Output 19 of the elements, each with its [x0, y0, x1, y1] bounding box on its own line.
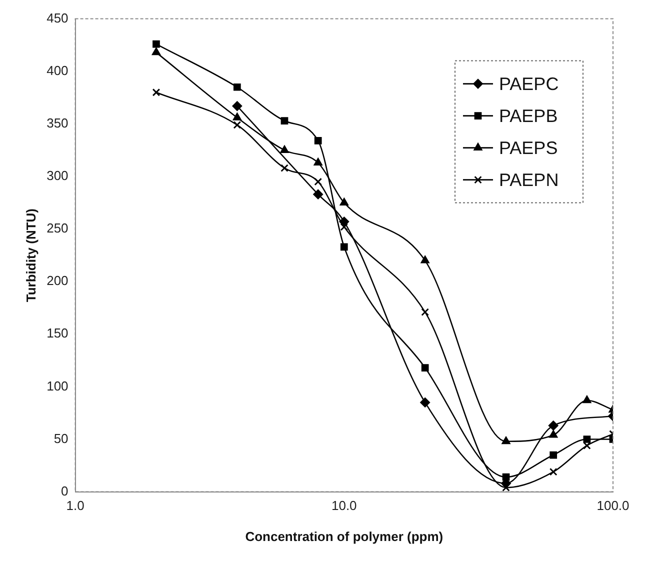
x-tick-label: 100.0: [596, 498, 630, 514]
legend-label: PAEPB: [499, 106, 558, 126]
legend-label: PAEPN: [499, 170, 559, 190]
y-tick-label: 400: [46, 62, 68, 78]
x-axis-title: Concentration of polymer (ppm): [245, 528, 444, 544]
y-tick-label: 350: [46, 115, 68, 130]
y-tick-label: 300: [46, 168, 68, 184]
legend-label: PAEPC: [499, 74, 559, 94]
x-tick-label: 10.0: [331, 498, 357, 514]
y-tick-label: 0: [61, 483, 68, 498]
y-tick-label: 450: [46, 10, 68, 26]
y-axis-title: Turbidity (NTU): [23, 208, 38, 302]
y-tick-label: 200: [46, 273, 68, 288]
y-tick-label: 150: [46, 326, 68, 341]
x-tick-label: 1.0: [66, 498, 84, 514]
y-tick-label: 50: [54, 430, 68, 446]
y-tick-label: 250: [46, 220, 68, 236]
legend-label: PAEPS: [499, 138, 558, 158]
y-tick-label: 100: [46, 378, 68, 394]
